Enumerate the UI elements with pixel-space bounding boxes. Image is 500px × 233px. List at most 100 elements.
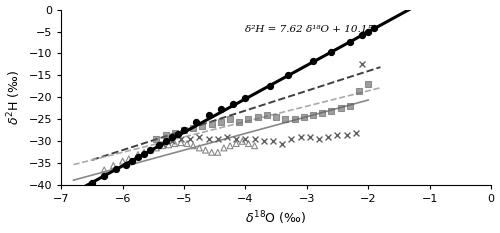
Point	[134, 155, 142, 159]
Point	[183, 142, 191, 145]
Point	[110, 164, 118, 167]
Point	[180, 128, 188, 132]
Point	[146, 148, 154, 152]
Point	[156, 144, 164, 147]
Point	[217, 107, 225, 111]
Point	[300, 115, 308, 119]
Point	[370, 27, 378, 30]
Point	[278, 142, 286, 145]
Point	[100, 174, 108, 178]
Point	[284, 73, 292, 77]
Point	[306, 135, 314, 139]
Point	[282, 117, 290, 121]
Point	[204, 113, 212, 117]
Point	[352, 131, 360, 134]
Point	[336, 106, 344, 110]
Point	[260, 140, 268, 143]
Point	[266, 84, 274, 87]
Point	[238, 140, 246, 143]
Point	[358, 34, 366, 37]
Point	[100, 168, 108, 172]
Point	[290, 117, 298, 121]
Point	[162, 133, 170, 137]
Point	[196, 146, 203, 150]
Point	[250, 137, 258, 141]
Point	[364, 30, 372, 33]
Point	[158, 142, 166, 145]
X-axis label: $\delta^{18}$O (‰): $\delta^{18}$O (‰)	[246, 210, 306, 227]
Point	[177, 137, 185, 141]
Point	[355, 89, 363, 93]
Point	[164, 143, 172, 147]
Point	[309, 113, 317, 117]
Point	[315, 137, 323, 141]
Point	[140, 151, 148, 154]
Point	[334, 133, 342, 137]
Point	[198, 124, 206, 128]
Point	[162, 139, 170, 143]
Point	[217, 120, 225, 123]
Point	[244, 142, 252, 145]
Point	[122, 163, 130, 167]
Point	[174, 132, 182, 136]
Point	[177, 141, 185, 144]
Point	[214, 151, 222, 154]
Point	[180, 128, 188, 132]
Point	[186, 137, 194, 141]
Point	[309, 59, 317, 63]
Point	[324, 135, 332, 139]
Point	[152, 146, 160, 150]
Point	[364, 82, 372, 86]
Point	[134, 153, 142, 156]
Point	[189, 126, 197, 130]
Point	[202, 148, 209, 152]
Point	[244, 117, 252, 121]
Point	[204, 137, 212, 141]
Point	[168, 136, 175, 139]
Point	[263, 113, 271, 117]
Point	[236, 120, 244, 123]
Point	[232, 137, 240, 141]
Point	[88, 181, 96, 185]
Point	[254, 115, 262, 119]
Point	[146, 148, 154, 152]
Point	[342, 133, 350, 137]
Point	[152, 137, 160, 141]
Point	[128, 159, 136, 163]
Point	[189, 144, 197, 147]
Point	[171, 131, 179, 134]
Point	[288, 137, 296, 141]
Point	[223, 135, 231, 139]
Point	[328, 50, 336, 54]
Point	[196, 135, 203, 139]
Point	[269, 140, 277, 143]
Point	[192, 120, 200, 123]
Point	[232, 142, 240, 145]
Point	[208, 122, 216, 126]
Text: δ²H = 7.62 δ¹⁸O + 10.15: δ²H = 7.62 δ¹⁸O + 10.15	[246, 25, 374, 34]
Point	[242, 137, 250, 141]
Point	[318, 111, 326, 115]
Point	[118, 159, 126, 163]
Point	[272, 115, 280, 119]
Point	[125, 157, 133, 161]
Point	[226, 117, 234, 121]
Point	[296, 135, 304, 139]
Point	[328, 109, 336, 113]
Point	[220, 146, 228, 150]
Point	[168, 140, 175, 143]
Point	[208, 151, 216, 154]
Point	[226, 144, 234, 147]
Point	[171, 142, 179, 145]
Y-axis label: $\delta^{2}$H (‰): $\delta^{2}$H (‰)	[6, 70, 23, 125]
Point	[229, 102, 237, 105]
Point	[242, 96, 250, 100]
Point	[346, 40, 354, 44]
Point	[346, 104, 354, 108]
Point	[158, 144, 166, 147]
Point	[358, 63, 366, 66]
Point	[250, 144, 258, 147]
Point	[112, 168, 120, 171]
Point	[214, 137, 222, 141]
Point	[140, 152, 148, 155]
